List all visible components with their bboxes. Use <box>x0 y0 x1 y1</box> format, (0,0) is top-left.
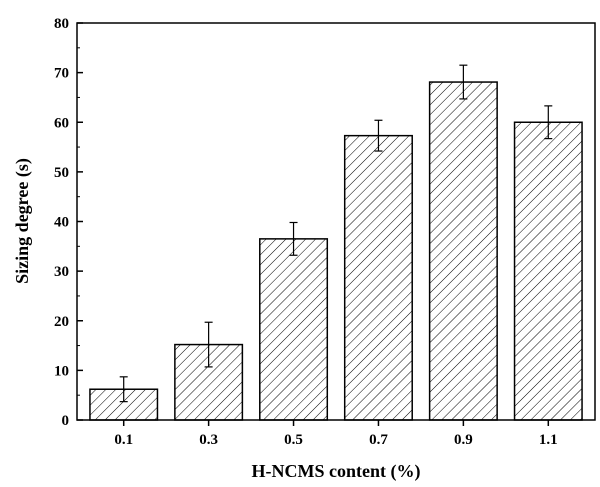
bar-1.1 <box>513 121 583 421</box>
x-tick-label: 0.5 <box>284 432 303 448</box>
y-axis: 0 10 20 30 40 50 60 70 80 <box>54 16 83 429</box>
x-tick-label: 0.3 <box>199 432 218 448</box>
x-axis: 0.1 0.3 0.5 0.7 0.9 1.1 <box>114 420 558 448</box>
y-axis-title: Sizing degree (s) <box>12 158 33 284</box>
bar-0.5 <box>259 238 329 421</box>
x-tick-label: 0.7 <box>369 432 388 448</box>
x-tick-label: 0.1 <box>114 432 133 448</box>
x-tick-label: 1.1 <box>539 432 558 448</box>
y-tick-label: 20 <box>54 314 69 330</box>
error-bars-layer <box>119 64 553 403</box>
y-tick-label: 70 <box>54 66 69 82</box>
y-tick-label: 60 <box>54 115 69 131</box>
x-tick-label: 0.9 <box>454 432 473 448</box>
y-tick-label: 40 <box>54 215 69 231</box>
y-tick-label: 30 <box>54 264 69 280</box>
x-axis-title: H-NCMS content (%) <box>252 461 421 482</box>
bar-0.9 <box>428 81 498 421</box>
y-tick-label: 50 <box>54 165 69 181</box>
y-tick-label: 0 <box>62 413 70 429</box>
y-tick-label: 80 <box>54 16 69 32</box>
bars-layer <box>89 81 583 421</box>
y-tick-label: 10 <box>54 363 69 379</box>
bar-0.7 <box>343 134 413 421</box>
